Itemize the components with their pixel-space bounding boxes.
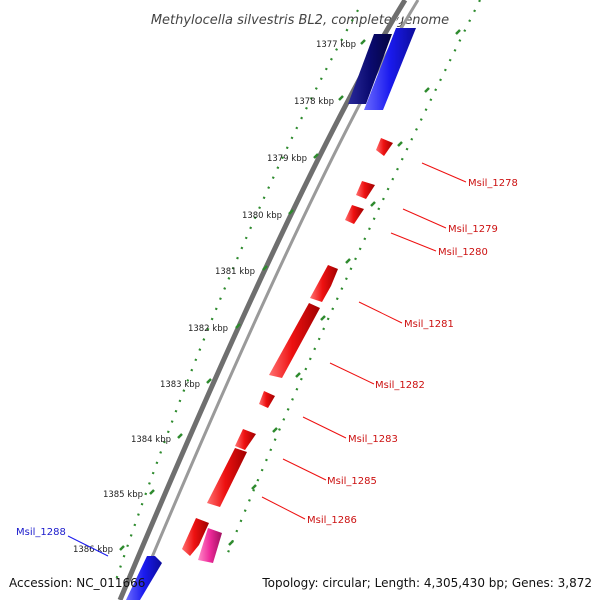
- kbp-tick: [455, 29, 461, 35]
- kbp-ticks-right: [228, 29, 461, 546]
- kbp-label: 1383 kbp: [160, 380, 200, 390]
- leader-line: [421, 162, 467, 183]
- kbp-tick: [320, 315, 326, 321]
- gene-arrow-msil-1280[interactable]: [345, 205, 364, 224]
- leader-line: [282, 458, 327, 481]
- kbp-tick: [235, 323, 241, 329]
- kbp-tick: [251, 484, 257, 490]
- leader-line: [358, 301, 403, 324]
- gene-label-msil-1288[interactable]: Msil_1288: [16, 527, 66, 538]
- forward-genes: [126, 28, 416, 600]
- gene-label-msil-1282[interactable]: Msil_1282: [375, 380, 425, 391]
- kbp-tick: [313, 153, 319, 159]
- gene-arrow-msil-1281[interactable]: [310, 265, 338, 302]
- kbp-tick: [262, 265, 268, 271]
- gene-arrow-forward[interactable]: [126, 556, 162, 600]
- gene-leaders-forward: [67, 535, 109, 557]
- gene-labels: Msil_1278 Msil_1279 Msil_1280 Msil_1281 …: [16, 178, 518, 538]
- leader-line: [261, 496, 306, 520]
- gene-arrow-msil-1283[interactable]: [235, 429, 256, 450]
- kbp-tick: [149, 489, 155, 495]
- gene-arrow-msil-1283a[interactable]: [259, 391, 275, 408]
- kbp-tick: [288, 209, 294, 215]
- kbp-tick: [345, 258, 351, 264]
- kbp-tick: [360, 39, 366, 45]
- leader-line: [390, 232, 437, 252]
- kbp-tick: [228, 540, 234, 546]
- gene-arrow-msil-1279[interactable]: [356, 181, 375, 199]
- gene-label-msil-1285[interactable]: Msil_1285: [327, 476, 377, 487]
- leader-line: [67, 535, 109, 557]
- gene-label-msil-1286[interactable]: Msil_1286: [307, 515, 357, 526]
- gene-leaders: [261, 162, 467, 520]
- kbp-tick: [424, 87, 430, 93]
- map-title: Methylocella silvestris BL2, complete ge…: [151, 13, 449, 28]
- kbp-tick: [370, 201, 376, 207]
- gene-label-msil-1283[interactable]: Msil_1283: [348, 434, 398, 445]
- gene-arrow-pink[interactable]: [198, 528, 222, 563]
- kbp-ticks: [119, 39, 366, 551]
- kbp-tick: [338, 95, 344, 101]
- gene-arrow-msil-1286[interactable]: [182, 518, 209, 556]
- leader-line: [329, 362, 375, 385]
- kbp-labels: 1377 kbp 1378 kbp 1379 kbp 1380 kbp 1381…: [73, 40, 356, 555]
- kbp-label: 1377 kbp: [316, 40, 356, 50]
- gene-arrow-forward[interactable]: [348, 34, 392, 104]
- gene-arrow-msil-1278[interactable]: [376, 138, 393, 156]
- genome-summary-text: Topology: circular; Length: 4,305,430 bp…: [261, 576, 592, 590]
- gene-arrow-msil-1285[interactable]: [207, 448, 247, 507]
- kbp-tick: [397, 141, 403, 147]
- kbp-label: 1385 kbp: [103, 490, 143, 500]
- kbp-label: 1378 kbp: [294, 97, 334, 107]
- gene-label-msil-1281[interactable]: Msil_1281: [404, 319, 454, 330]
- leader-line: [402, 208, 447, 229]
- kbp-label: 1382 kbp: [188, 324, 228, 334]
- leader-line: [302, 416, 347, 439]
- gene-arrow-forward[interactable]: [364, 28, 416, 110]
- tick-track-left: [114, 9, 359, 581]
- kbp-tick: [272, 427, 278, 433]
- gene-label-msil-1280[interactable]: Msil_1280: [438, 247, 488, 258]
- kbp-tick: [295, 372, 301, 378]
- kbp-tick: [119, 545, 125, 551]
- kbp-label: 1379 kbp: [267, 154, 307, 164]
- kbp-label: 1381 kbp: [215, 267, 255, 277]
- accession-text: Accession: NC_011666: [9, 576, 145, 590]
- gene-label-msil-1278[interactable]: Msil_1278: [468, 178, 518, 189]
- kbp-label: 1386 kbp: [73, 545, 113, 555]
- kbp-label: 1384 kbp: [131, 435, 171, 445]
- gene-arrow-msil-1282[interactable]: [269, 303, 320, 378]
- reverse-genes: [182, 138, 393, 563]
- gene-label-msil-1279[interactable]: Msil_1279: [448, 224, 498, 235]
- kbp-label: 1380 kbp: [242, 211, 282, 221]
- kbp-tick: [206, 378, 212, 384]
- kbp-tick: [177, 433, 183, 439]
